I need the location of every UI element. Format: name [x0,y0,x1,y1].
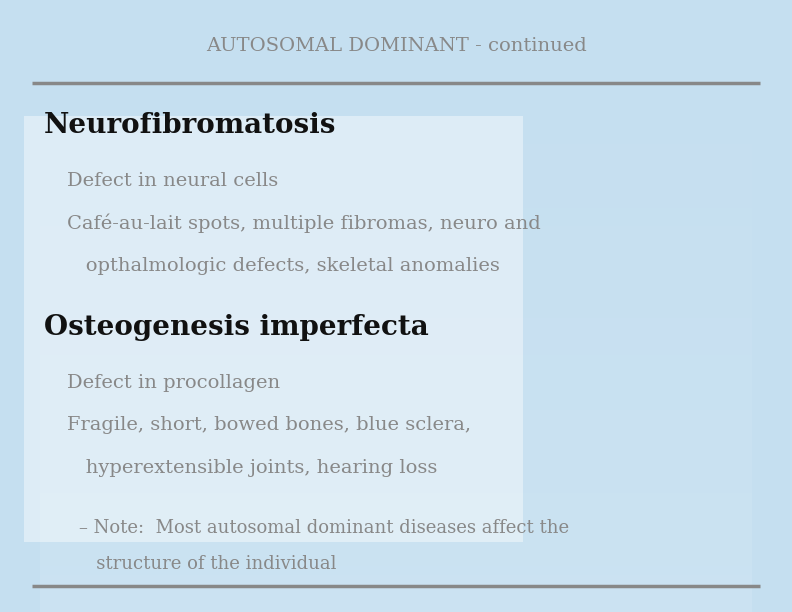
FancyBboxPatch shape [40,309,752,318]
FancyBboxPatch shape [40,226,752,236]
FancyBboxPatch shape [40,548,752,557]
FancyBboxPatch shape [40,539,752,548]
FancyBboxPatch shape [40,428,752,438]
FancyBboxPatch shape [40,474,752,483]
FancyBboxPatch shape [40,245,752,254]
FancyBboxPatch shape [40,584,752,594]
FancyBboxPatch shape [40,263,752,272]
Text: Osteogenesis imperfecta: Osteogenesis imperfecta [44,314,428,341]
FancyBboxPatch shape [40,236,752,245]
FancyBboxPatch shape [40,217,752,226]
Text: AUTOSOMAL DOMINANT - continued: AUTOSOMAL DOMINANT - continued [206,37,586,55]
Text: Café-au-lait spots, multiple fibromas, neuro and: Café-au-lait spots, multiple fibromas, n… [67,214,541,233]
FancyBboxPatch shape [40,520,752,529]
FancyBboxPatch shape [40,355,752,364]
FancyBboxPatch shape [40,529,752,539]
Text: Fragile, short, bowed bones, blue sclera,: Fragile, short, bowed bones, blue sclera… [67,416,471,435]
FancyBboxPatch shape [40,557,752,566]
FancyBboxPatch shape [40,456,752,465]
FancyBboxPatch shape [40,282,752,291]
Text: Defect in procollagen: Defect in procollagen [67,373,280,392]
FancyBboxPatch shape [40,291,752,300]
FancyBboxPatch shape [40,337,752,346]
FancyBboxPatch shape [40,493,752,502]
FancyBboxPatch shape [40,502,752,511]
FancyBboxPatch shape [40,594,752,603]
FancyBboxPatch shape [40,447,752,456]
FancyBboxPatch shape [40,382,752,392]
FancyBboxPatch shape [40,373,752,382]
FancyBboxPatch shape [40,346,752,355]
FancyBboxPatch shape [40,392,752,401]
FancyBboxPatch shape [40,318,752,327]
FancyBboxPatch shape [40,566,752,575]
FancyBboxPatch shape [40,254,752,263]
Text: opthalmologic defects, skeletal anomalies: opthalmologic defects, skeletal anomalie… [67,257,501,275]
FancyBboxPatch shape [40,483,752,493]
FancyBboxPatch shape [40,465,752,474]
FancyBboxPatch shape [40,419,752,428]
FancyBboxPatch shape [24,116,523,542]
FancyBboxPatch shape [40,364,752,373]
FancyBboxPatch shape [40,603,752,612]
FancyBboxPatch shape [40,410,752,419]
FancyBboxPatch shape [40,208,752,217]
Text: Defect in neural cells: Defect in neural cells [67,171,279,190]
FancyBboxPatch shape [40,401,752,410]
FancyBboxPatch shape [40,438,752,447]
FancyBboxPatch shape [40,300,752,309]
FancyBboxPatch shape [40,327,752,337]
FancyBboxPatch shape [40,511,752,520]
Text: Neurofibromatosis: Neurofibromatosis [44,112,336,139]
FancyBboxPatch shape [40,575,752,584]
FancyBboxPatch shape [40,272,752,282]
Text: – Note:  Most autosomal dominant diseases affect the: – Note: Most autosomal dominant diseases… [79,518,569,537]
Text: hyperextensible joints, hearing loss: hyperextensible joints, hearing loss [67,459,438,477]
Text: structure of the individual: structure of the individual [79,555,337,573]
